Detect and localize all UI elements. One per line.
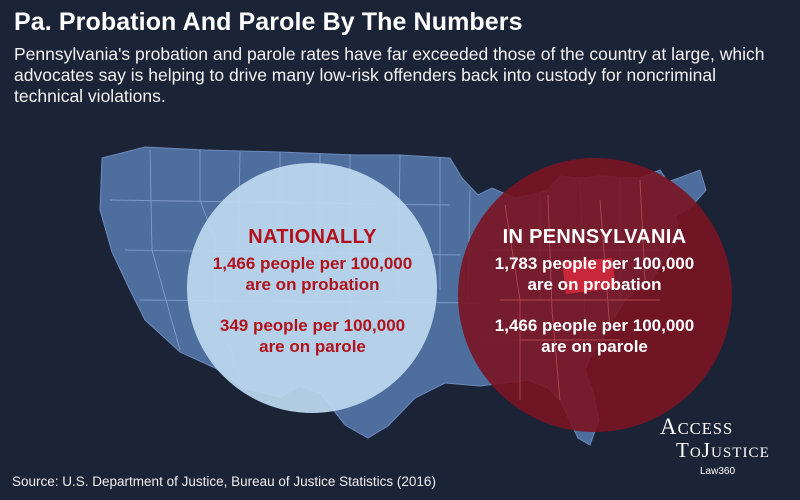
page-title: Pa. Probation And Parole By The Numbers xyxy=(14,8,523,36)
logo-law360: Law360 xyxy=(700,466,736,477)
national-parole-line2: are on parole xyxy=(259,337,366,356)
national-probation-line1: 1,466 people per 100,000 xyxy=(212,254,413,273)
pennsylvania-state xyxy=(562,258,616,294)
page-subtitle: Pennsylvania's probation and parole rate… xyxy=(14,44,765,106)
pennsylvania-probation-line2: are on probation xyxy=(527,275,662,294)
logo-to-o: O xyxy=(689,445,702,461)
national-stats: NATIONALLY 1,466 people per 100,000 are … xyxy=(190,226,435,357)
logo-justice-j: J xyxy=(701,438,711,462)
access-to-justice-logo: ACCESS TOJUSTICE Law360 xyxy=(660,414,788,477)
pennsylvania-parole-line1: 1,466 people per 100,000 xyxy=(494,316,695,335)
national-heading: NATIONALLY xyxy=(248,226,377,248)
pennsylvania-probation-line1: 1,783 people per 100,000 xyxy=(494,254,695,273)
logo-to-t: T xyxy=(676,438,690,462)
pennsylvania-circle xyxy=(458,158,732,432)
pennsylvania-stats: IN PENNSYLVANIA 1,783 people per 100,000… xyxy=(452,226,737,357)
pennsylvania-parole-line2: are on parole xyxy=(541,337,648,356)
national-circle xyxy=(187,163,437,413)
national-parole-line1: 349 people per 100,000 xyxy=(219,316,406,335)
national-probation-line2: are on probation xyxy=(245,275,380,294)
logo-ccess: CCESS xyxy=(677,419,734,438)
logo-justice-rest: USTICE xyxy=(710,445,770,461)
source-note: Source: U.S. Department of Justice, Bure… xyxy=(12,474,436,489)
logo-letter-a: A xyxy=(660,414,678,439)
pennsylvania-heading: IN PENNSYLVANIA xyxy=(502,226,687,248)
